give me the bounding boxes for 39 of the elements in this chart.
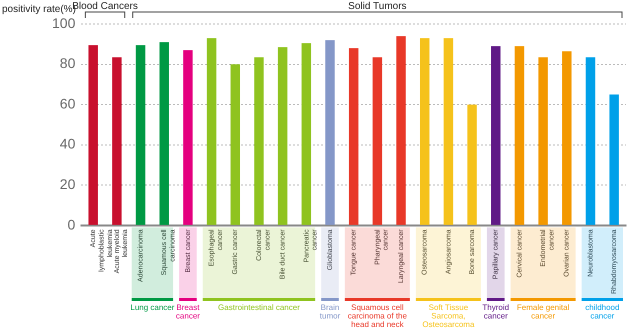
bar <box>230 64 240 225</box>
bar <box>420 38 430 225</box>
bar <box>183 50 193 225</box>
text: Solid Tumors <box>348 0 407 12</box>
bar <box>348 48 358 225</box>
y-tick-label: 40 <box>60 136 76 152</box>
bar <box>609 94 619 225</box>
y-tick-label: 80 <box>60 55 76 72</box>
y-tick-label: 60 <box>60 95 76 112</box>
bar <box>88 45 98 225</box>
text: Female genital cancer <box>516 303 570 321</box>
bar <box>396 36 406 225</box>
bar <box>112 57 122 225</box>
bar <box>514 46 524 225</box>
bar <box>372 57 382 225</box>
bar <box>302 43 312 225</box>
bar <box>136 45 146 225</box>
bar <box>491 46 500 225</box>
text: Squamous cell carcinoma of the head and neck <box>348 303 408 330</box>
bar <box>160 42 169 225</box>
text: Lung cancer <box>130 303 175 312</box>
bar <box>586 57 596 225</box>
bar <box>325 40 335 225</box>
y-tick-label: 20 <box>60 176 76 192</box>
text: childhood cancer <box>585 303 620 321</box>
text: Soft Tissue Sarcoma, Osteosarcoma <box>422 303 475 330</box>
text: Breast cancer <box>176 303 200 321</box>
y-tick-label: 0 <box>68 216 76 232</box>
bar <box>278 47 288 225</box>
bar <box>562 51 572 225</box>
text: Brain tumor <box>320 303 341 321</box>
bar <box>444 38 454 225</box>
text: Thyroid cancer <box>482 303 510 321</box>
bar <box>467 104 477 225</box>
text: Gastrointestinal cancer <box>218 303 300 312</box>
bar <box>254 57 264 225</box>
bar <box>538 57 548 225</box>
y-tick-label: 100 <box>52 14 76 31</box>
bar <box>206 38 216 225</box>
